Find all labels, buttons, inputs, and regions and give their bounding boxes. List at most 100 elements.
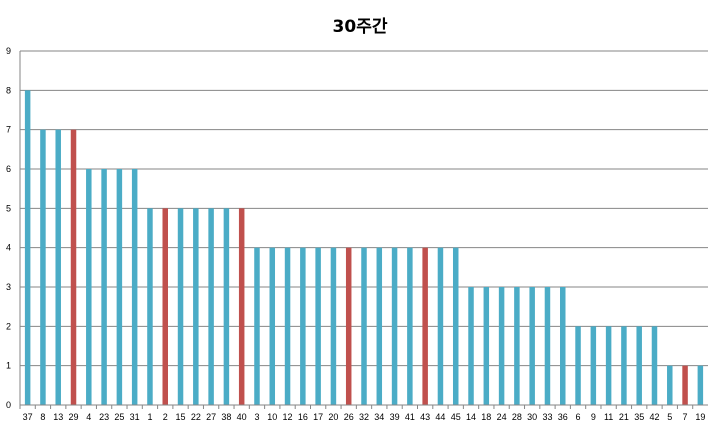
- bar-8: [40, 129, 46, 405]
- bar-10: [269, 247, 276, 405]
- bar-12: [284, 247, 291, 405]
- bar-40: [238, 208, 245, 405]
- x-tick-label: 4: [86, 412, 91, 422]
- bar-42: [651, 326, 658, 405]
- bar-32: [361, 247, 367, 405]
- y-tick-label: 4: [6, 243, 11, 253]
- x-tick-label: 33: [542, 412, 552, 422]
- y-tick-label: 1: [6, 361, 11, 371]
- x-tick-label: 19: [695, 412, 705, 422]
- bar-14: [468, 287, 474, 405]
- x-tick-label: 26: [344, 412, 354, 422]
- x-tick-label: 18: [481, 412, 491, 422]
- x-tick-label: 45: [451, 412, 461, 422]
- x-tick-label: 16: [298, 412, 308, 422]
- y-tick-label: 3: [6, 282, 11, 292]
- bar-6: [575, 326, 581, 405]
- x-tick-label: 38: [221, 412, 231, 422]
- bar-18: [483, 287, 490, 405]
- y-tick-label: 8: [6, 85, 11, 95]
- x-tick-label: 6: [576, 412, 581, 422]
- x-tick-label: 25: [114, 412, 124, 422]
- y-tick-label: 9: [6, 46, 11, 56]
- x-tick-label: 20: [328, 412, 338, 422]
- x-tick-label: 3: [254, 412, 259, 422]
- y-tick-label: 2: [6, 321, 11, 331]
- bar-38: [223, 208, 230, 405]
- bar-1: [147, 208, 153, 405]
- bar-39: [391, 247, 398, 405]
- x-tick-label: 10: [267, 412, 277, 422]
- x-tick-label: 24: [497, 412, 507, 422]
- bar-9: [590, 326, 597, 405]
- bar-23: [101, 169, 107, 405]
- bar-43: [422, 247, 428, 405]
- bar-35: [636, 326, 642, 405]
- bar-26: [345, 247, 352, 405]
- x-tick-label: 44: [435, 412, 445, 422]
- x-tick-label: 31: [130, 412, 140, 422]
- x-tick-label: 40: [237, 412, 247, 422]
- x-tick-label: 17: [313, 412, 323, 422]
- bar-19: [697, 365, 704, 405]
- x-tick-label: 21: [619, 412, 629, 422]
- x-tick-label: 28: [512, 412, 522, 422]
- x-tick-label: 11: [604, 412, 613, 422]
- bar-24: [498, 287, 505, 405]
- x-tick-label: 5: [667, 412, 672, 422]
- x-tick-label: 32: [359, 412, 369, 422]
- bar-37: [24, 90, 31, 405]
- bar-4: [86, 169, 92, 405]
- bar-2: [162, 208, 168, 405]
- x-tick-label: 8: [40, 412, 45, 422]
- x-tick-label: 42: [649, 412, 659, 422]
- x-tick-label: 2: [163, 412, 168, 422]
- bar-44: [437, 247, 444, 405]
- y-tick-label: 0: [6, 400, 11, 410]
- y-tick-label: 5: [6, 203, 11, 213]
- bar-20: [330, 247, 337, 405]
- x-tick-label: 13: [53, 412, 63, 422]
- bar-31: [131, 169, 138, 405]
- x-tick-label: 34: [374, 412, 384, 422]
- bar-21: [621, 326, 627, 405]
- bar-17: [315, 247, 321, 405]
- bar-27: [208, 208, 214, 405]
- bar-30: [529, 287, 535, 405]
- bar-5: [667, 365, 673, 405]
- x-tick-label: 41: [405, 412, 415, 422]
- bar-45: [452, 247, 459, 405]
- bar-25: [116, 169, 123, 405]
- x-tick-label: 23: [99, 412, 109, 422]
- bar-28: [514, 287, 520, 405]
- y-axis-ticks: 0 1 2 3 4 5 6 7 8 9: [6, 46, 11, 410]
- x-tick-label: 39: [390, 412, 400, 422]
- x-tick-label: 14: [466, 412, 476, 422]
- bars: [24, 90, 704, 405]
- x-tick-label: 15: [176, 412, 186, 422]
- x-tick-label: 35: [634, 412, 644, 422]
- x-tick-label: 7: [683, 412, 688, 422]
- bar-33: [544, 287, 551, 405]
- bar-36: [560, 287, 566, 405]
- y-tick-label: 7: [6, 125, 11, 135]
- chart-title: 30주간: [332, 17, 388, 37]
- bar-22: [193, 208, 199, 405]
- x-tick-label: 29: [69, 412, 79, 422]
- x-tick-label: 37: [23, 412, 33, 422]
- bar-34: [376, 247, 383, 405]
- x-tick-label: 1: [147, 412, 152, 422]
- x-axis-ticks: 37 8 13 29 4 23 25 31 1 2 15 22 27 38 40 3 10 12 16 17 20 26 3…: [19, 405, 705, 422]
- bar-29: [70, 129, 77, 405]
- x-tick-label: 12: [283, 412, 293, 422]
- x-tick-label: 43: [420, 412, 430, 422]
- x-tick-label: 9: [591, 412, 596, 422]
- bar-11: [605, 326, 612, 405]
- bar-15: [177, 208, 184, 405]
- x-tick-label: 30: [527, 412, 537, 422]
- bar-7: [682, 365, 688, 405]
- y-tick-label: 6: [6, 164, 11, 174]
- x-tick-label: 27: [206, 412, 216, 422]
